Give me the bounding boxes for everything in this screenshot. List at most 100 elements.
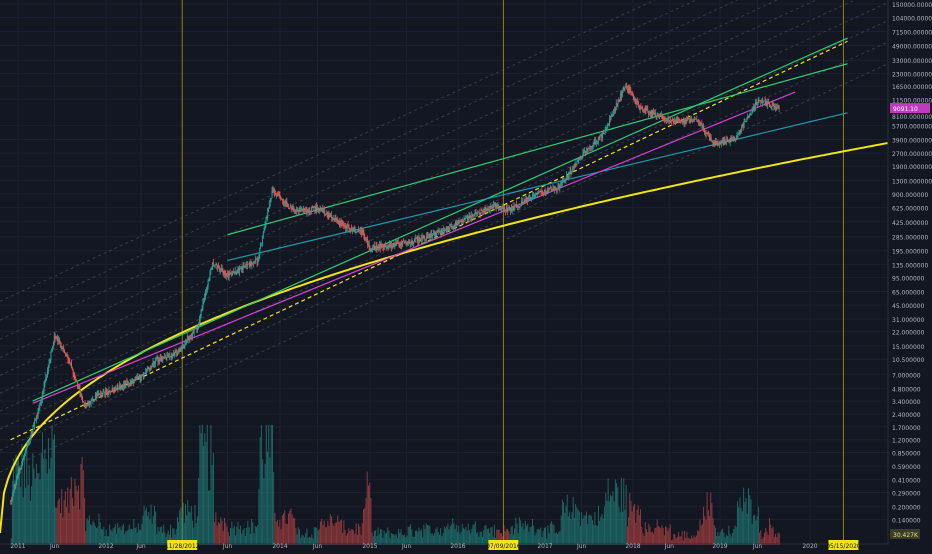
candle-body — [602, 132, 604, 139]
volume-bar — [188, 511, 190, 545]
candle-body — [415, 237, 417, 239]
y-tick-label: 11500.000000 — [892, 97, 932, 104]
volume-bar — [741, 511, 743, 545]
candle-body — [159, 357, 161, 361]
candle-body — [392, 244, 394, 246]
fan-line — [0, 2, 889, 412]
volume-bar — [407, 526, 409, 545]
volume-bar — [181, 517, 183, 545]
volume-bar — [455, 524, 457, 545]
candle-body — [645, 108, 647, 112]
candle-body — [92, 399, 94, 401]
candle-body — [753, 106, 755, 108]
candle-body — [237, 268, 239, 271]
candle-body — [731, 139, 733, 141]
candle-body — [161, 358, 163, 360]
candle-body — [329, 214, 331, 217]
candle-body — [715, 140, 717, 142]
candle-body — [373, 245, 374, 247]
volume-bar — [238, 529, 240, 545]
candle-body — [552, 186, 554, 191]
volume-bar — [59, 512, 61, 545]
x-axis[interactable]: 2011 Jun 2012 Jun Jun 2014 Jun 2015 Jun 2016 2017 J… — [0, 540, 888, 550]
candle-body — [309, 207, 311, 212]
y-tick-label: 0.290000 — [892, 490, 921, 497]
candle-body — [505, 207, 507, 212]
candle-body — [704, 131, 706, 135]
candle-body — [216, 264, 218, 269]
volume-bar — [209, 490, 211, 545]
candle-body — [437, 230, 439, 232]
volume-bar — [739, 497, 741, 545]
candle-body — [631, 91, 633, 93]
candle-body — [564, 180, 566, 182]
candle-body — [399, 244, 401, 246]
candle-body — [490, 205, 492, 208]
volume-bar — [577, 509, 579, 545]
candle-body — [393, 244, 395, 247]
volume-bar — [422, 537, 424, 545]
candle-body — [533, 194, 535, 196]
candle-body — [119, 384, 121, 390]
volume-bar — [190, 505, 192, 545]
volume-bar — [296, 534, 298, 545]
candle-body — [128, 383, 130, 385]
candle-body — [226, 273, 228, 274]
volume-bar — [584, 515, 586, 545]
volume-bar — [503, 524, 505, 545]
y-axis[interactable]: 150000.000000104000.00000071500.00000049… — [887, 0, 932, 545]
volume-bar — [16, 458, 18, 545]
candle-body — [77, 386, 79, 388]
candle-body — [674, 120, 676, 122]
candle-body — [168, 356, 170, 358]
candle-body — [163, 356, 165, 359]
candle-body — [765, 102, 767, 105]
volume-bar — [534, 535, 536, 545]
candle-body — [358, 230, 360, 232]
highlight-date-label: 07/09/2016 — [486, 543, 521, 550]
candle-body — [469, 215, 471, 217]
candle-body — [408, 241, 410, 244]
candle-body — [273, 188, 275, 190]
candle-body — [102, 391, 104, 394]
candle-body — [93, 399, 95, 401]
candle-body — [633, 98, 635, 100]
candle-body — [219, 269, 221, 271]
volume-bar — [602, 518, 604, 545]
candle-body — [280, 197, 282, 200]
volume-bar — [632, 505, 634, 545]
candle-body — [665, 119, 667, 122]
candle-body — [723, 139, 725, 143]
candle-body — [579, 158, 580, 159]
candle-body — [319, 208, 321, 210]
candle-body — [342, 223, 344, 226]
candle-body — [146, 370, 147, 372]
volume-bar — [610, 495, 612, 545]
volume-bar — [137, 523, 139, 545]
candle-body — [344, 225, 346, 227]
candle-body — [189, 337, 191, 339]
volume-bar — [384, 533, 386, 545]
candle-body — [411, 241, 413, 244]
candle-body — [118, 388, 120, 390]
volume-bar — [377, 527, 379, 545]
volume-bar — [478, 536, 480, 545]
candle-body — [467, 215, 468, 221]
volume-bar — [294, 518, 296, 545]
volume-bar — [195, 522, 197, 545]
candle-body — [20, 467, 22, 470]
candle-body — [169, 356, 171, 358]
volume-bar — [395, 533, 397, 545]
candle-body — [438, 230, 439, 232]
candle-body — [387, 245, 389, 247]
volume-bar — [440, 528, 442, 545]
candle-body — [268, 208, 269, 212]
candle-body — [745, 121, 747, 122]
volume-bar — [129, 529, 131, 545]
candle-body — [537, 193, 539, 195]
candle-body — [421, 236, 423, 239]
y-tick-label: 49000.000000 — [892, 44, 932, 51]
volume-bar — [599, 520, 601, 545]
candle-body — [232, 271, 234, 276]
